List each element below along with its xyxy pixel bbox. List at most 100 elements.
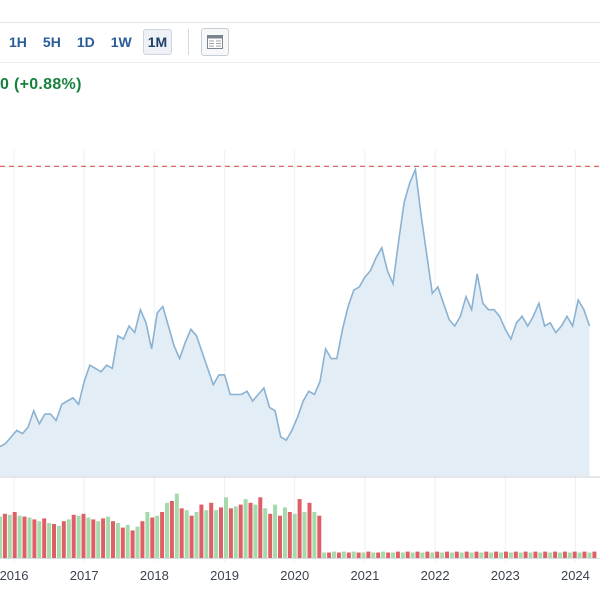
volume-bar: [253, 504, 258, 558]
volume-bar: [449, 552, 454, 558]
volume-bar: [464, 551, 469, 558]
volume-bar: [209, 502, 214, 558]
volume-bar: [135, 526, 140, 558]
volume-bar: [454, 551, 459, 558]
timeframe-1m-button[interactable]: 1M: [142, 29, 173, 55]
volume-bar: [312, 512, 317, 558]
x-tick-label: 2019: [210, 568, 239, 583]
x-tick-label: 2016: [0, 568, 28, 583]
volume-bar: [336, 552, 341, 558]
volume-bar: [543, 551, 548, 558]
toolbar-separator: [188, 29, 190, 55]
top-divider: [0, 22, 600, 23]
volume-bar: [179, 508, 184, 558]
volume-bar: [351, 551, 356, 558]
table-view-button[interactable]: [201, 28, 230, 56]
volume-bar: [292, 513, 297, 558]
volume-bar: [194, 512, 199, 558]
volume-bar: [115, 523, 120, 558]
volume-bar: [17, 515, 22, 558]
volume-bar: [474, 551, 479, 558]
volume-bar: [22, 516, 27, 558]
x-tick-label: 2021: [350, 568, 379, 583]
volume-bar: [356, 552, 361, 558]
volume-bar: [435, 551, 440, 558]
volume-bar: [61, 521, 66, 558]
volume-bar: [332, 551, 336, 558]
volume-bar: [204, 510, 209, 558]
volume-bar: [395, 551, 400, 558]
price-area: [0, 169, 590, 476]
volume-bar: [287, 512, 292, 558]
volume-bar: [386, 552, 391, 558]
volume-bar: [346, 552, 351, 558]
volume-bar: [42, 518, 47, 558]
volume-bar: [2, 513, 7, 558]
volume-bar: [425, 551, 430, 558]
x-tick-label: 2018: [140, 568, 169, 583]
volume-bar: [322, 552, 327, 558]
volume-bar: [376, 552, 381, 558]
volume-bar: [371, 552, 376, 558]
volume-bar: [150, 517, 155, 558]
volume-bar: [400, 552, 405, 558]
volume-bar: [125, 524, 130, 558]
price-line: [0, 166, 591, 448]
volume-bar: [56, 525, 61, 558]
volume-bars: [0, 493, 597, 558]
volume-bar: [405, 551, 410, 558]
volume-bar: [459, 552, 464, 558]
volume-bar: [66, 519, 71, 558]
volume-bar: [214, 510, 219, 558]
volume-bar: [273, 504, 278, 558]
timeframe-1d-button[interactable]: 1D: [72, 29, 100, 55]
volume-bar: [243, 499, 248, 558]
volume-bar: [32, 519, 37, 558]
price-change: 0 (+0.88%): [0, 76, 82, 93]
volume-bar: [238, 504, 243, 558]
volume-bar: [430, 552, 435, 558]
toolbar-divider: [0, 62, 600, 63]
volume-bar: [86, 517, 91, 558]
volume-bar: [341, 551, 346, 558]
volume-bar: [523, 551, 528, 558]
x-tick-label: 2024: [561, 568, 590, 583]
volume-bar: [504, 551, 508, 558]
x-axis-labels: 2016 2017 2018 2019 2020 2021 2022 2023 2024: [0, 568, 590, 583]
volume-bar: [184, 510, 189, 558]
volume-bar: [37, 521, 42, 558]
volume-bar: [445, 551, 449, 558]
volume-bar: [71, 514, 76, 558]
volume-bar: [582, 551, 587, 558]
volume-bar: [233, 506, 238, 558]
volume-bar: [553, 551, 558, 558]
volume-bar: [366, 551, 371, 558]
volume-bar: [219, 507, 223, 558]
volume-bar: [165, 502, 169, 558]
volume-bar: [278, 515, 282, 558]
volume-bar: [592, 551, 597, 558]
volume-bar: [518, 552, 523, 558]
volume-bar: [263, 508, 268, 558]
volume-bar: [27, 517, 32, 558]
volume-bar: [228, 508, 233, 558]
volume-bar: [145, 512, 150, 558]
timeframe-5h-button[interactable]: 5H: [38, 29, 66, 55]
volume-bar: [7, 514, 12, 558]
x-tick-label: 2017: [70, 568, 99, 583]
volume-bar: [538, 552, 543, 558]
timeframe-1h-button[interactable]: 1H: [4, 29, 32, 55]
volume-bar: [307, 502, 312, 558]
volume-bar: [224, 497, 228, 558]
volume-bar: [140, 521, 145, 558]
x-tick-label: 2022: [421, 568, 450, 583]
volume-bar: [469, 552, 474, 558]
volume-bar: [513, 551, 518, 558]
volume-bar: [587, 552, 592, 558]
volume-bar: [155, 515, 160, 558]
volume-bar: [111, 521, 115, 558]
timeframe-1w-button[interactable]: 1W: [106, 29, 137, 55]
volume-bar: [297, 499, 302, 558]
volume-bar: [361, 552, 366, 558]
